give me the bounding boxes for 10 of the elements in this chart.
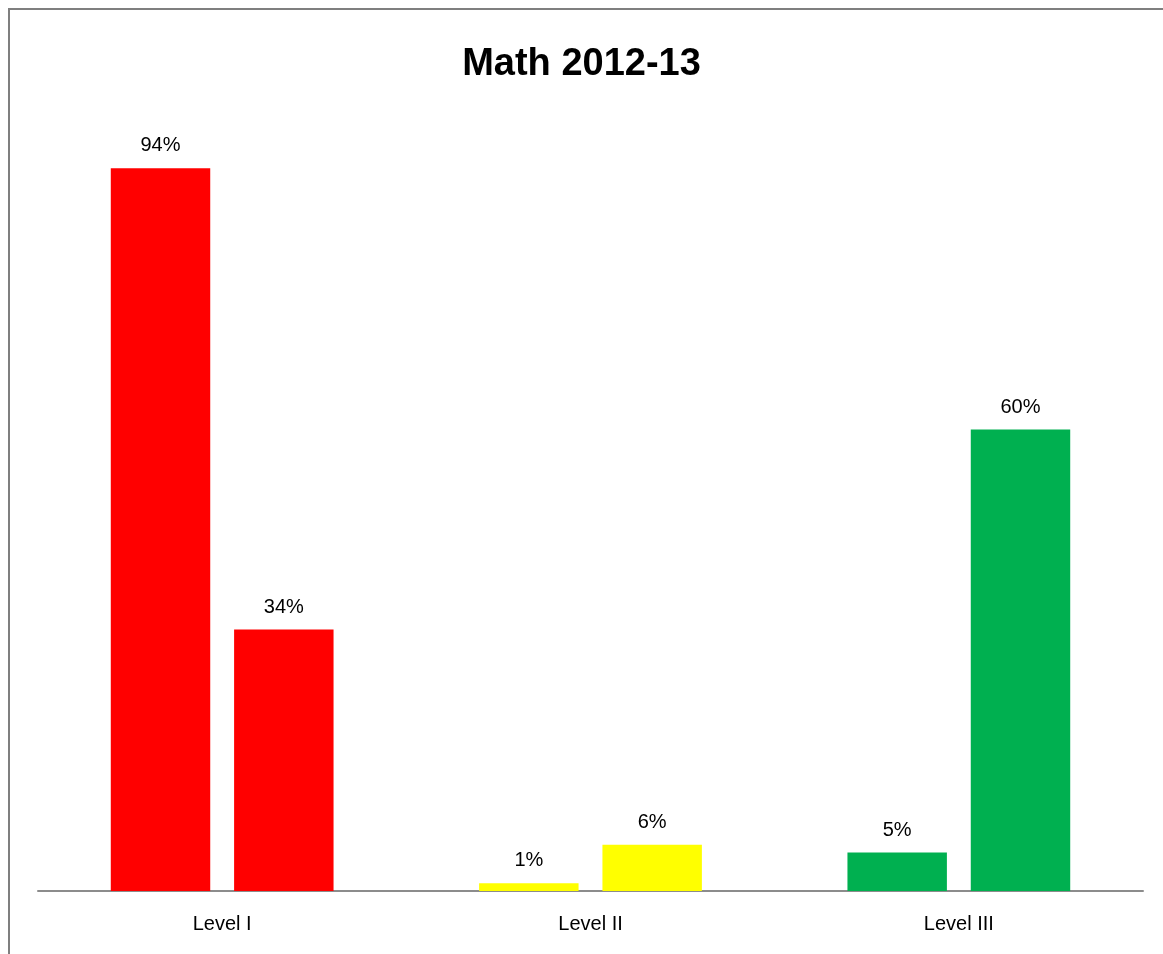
data-label: 1%	[514, 848, 544, 871]
x-tick-label: Level III	[923, 912, 994, 934]
x-tick-label: Level II	[558, 912, 623, 934]
x-tick-label: Level I	[192, 912, 252, 934]
chart-title: Math 2012-13	[462, 41, 701, 83]
data-label: 94%	[140, 133, 181, 156]
data-label: 5%	[882, 817, 912, 840]
data-label: 60%	[1000, 394, 1041, 417]
data-label: 34%	[263, 594, 305, 617]
data-label: 6%	[637, 809, 667, 832]
